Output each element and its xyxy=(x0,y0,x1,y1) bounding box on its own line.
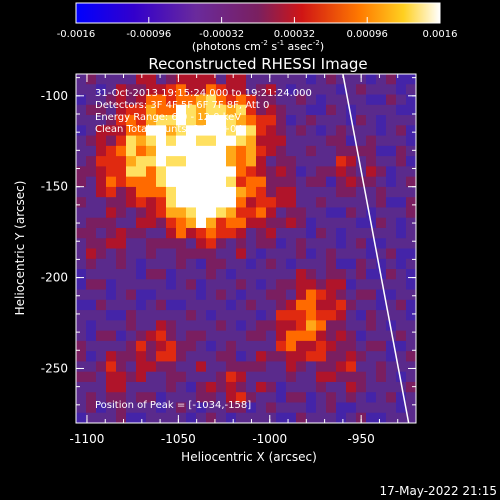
colorbar-tick-label: -0.00032 xyxy=(199,29,244,40)
y-tick-label: -200 xyxy=(41,271,68,285)
y-axis: -100 -150 -200 -250 xyxy=(41,77,416,424)
y-axis-label: Heliocentric Y (arcsec) xyxy=(13,181,27,316)
annotation-line: Clean Total counts: 3.51E+04 xyxy=(95,124,243,135)
y-tick-label: -100 xyxy=(41,89,68,103)
x-tick-label: -950 xyxy=(348,432,375,446)
y-tick-label: -250 xyxy=(41,361,68,375)
colorbar-gradient xyxy=(75,2,441,24)
x-axis-label: Heliocentric X (arcsec) xyxy=(181,450,317,464)
x-tick-label: -1000 xyxy=(252,432,287,446)
annotation-line: Detectors: 3F 4F 5F 6F 7F 8F, Att 0 xyxy=(95,100,269,111)
colorbar-tick-label: 0.00096 xyxy=(347,29,388,40)
y-tick-label: -150 xyxy=(41,180,68,194)
chart-title: Reconstructed RHESSI Image xyxy=(148,55,367,73)
peak-position-label: Position of Peak = [-1034,-158] xyxy=(95,400,251,411)
colorbar-tick-label: -0.0016 xyxy=(57,29,96,40)
annotation-block: 31-Oct-2013 19:15:24.000 to 19:21:24.000… xyxy=(95,88,312,135)
annotation-line: 31-Oct-2013 19:15:24.000 to 19:21:24.000 xyxy=(95,88,312,99)
plot-frame xyxy=(75,73,417,424)
colorbar-tick-label: -0.00096 xyxy=(126,29,171,40)
footer-date: 17-May-2022 21:15 xyxy=(380,484,497,498)
x-axis: -1100 -1050 -1000 -950 xyxy=(70,74,417,446)
colorbar-tick-label: 0.00032 xyxy=(274,29,315,40)
solar-limb-line xyxy=(342,74,410,423)
colorbar: -0.0016 -0.00096 -0.00032 0.00032 0.00096 0.0… xyxy=(57,2,458,53)
heatmap-image xyxy=(76,74,416,423)
colorbar-tick-label: 0.0016 xyxy=(423,29,458,40)
colorbar-units: (photons cm-2 s-1 asec-2) xyxy=(192,39,324,53)
colorbar-ticks: -0.0016 -0.00096 -0.00032 0.00032 0.00096 0.0… xyxy=(57,17,458,40)
x-tick-label: -1100 xyxy=(70,432,105,446)
x-tick-label: -1050 xyxy=(161,432,196,446)
annotation-line: Energy Range: 6.0 - 12.0 keV xyxy=(95,112,241,123)
